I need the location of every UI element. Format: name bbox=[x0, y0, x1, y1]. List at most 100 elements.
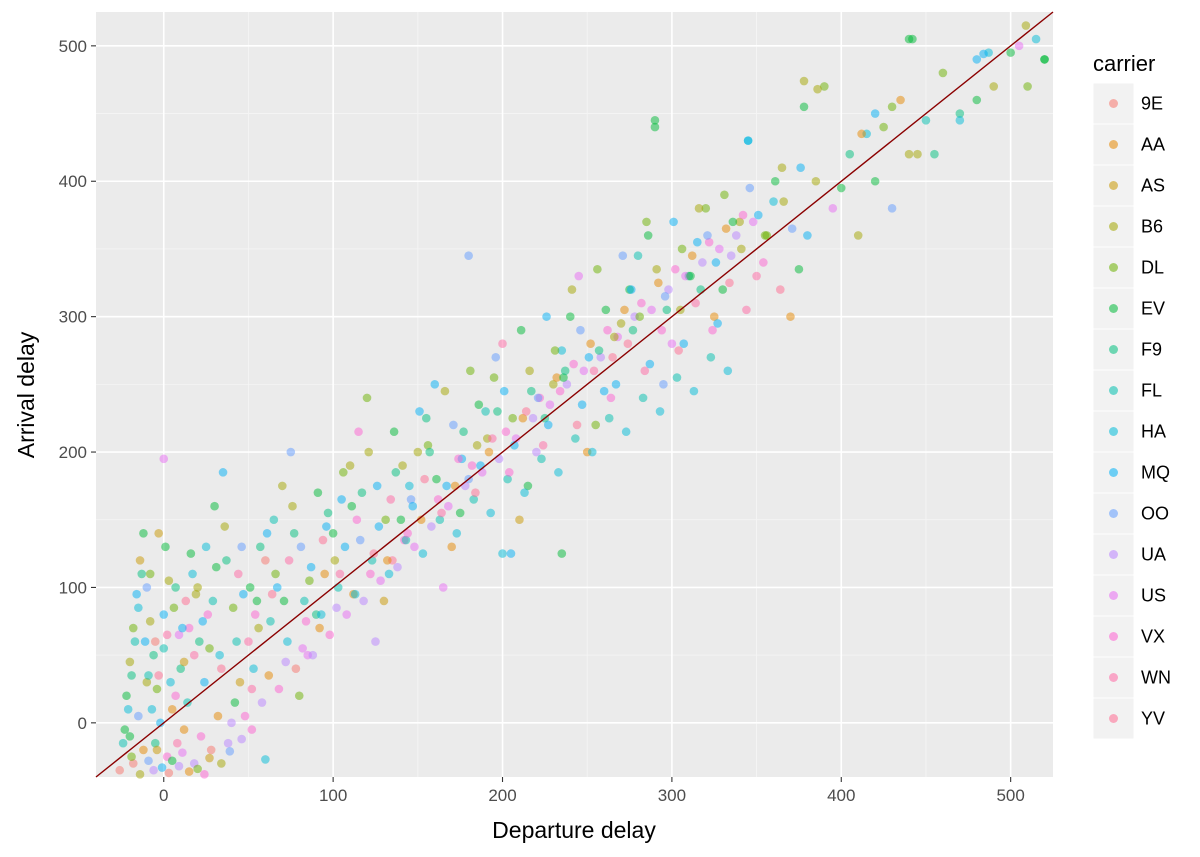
data-point bbox=[152, 684, 162, 694]
data-point bbox=[184, 623, 194, 633]
data-point bbox=[354, 427, 363, 437]
data-point bbox=[543, 420, 553, 430]
data-point bbox=[481, 407, 490, 416]
data-point bbox=[398, 461, 407, 470]
data-point bbox=[770, 176, 780, 186]
data-point bbox=[196, 732, 206, 741]
data-point bbox=[459, 427, 468, 437]
data-point bbox=[488, 434, 497, 443]
data-point bbox=[237, 542, 246, 552]
legend-key-symbol bbox=[1109, 468, 1118, 477]
data-point bbox=[178, 748, 187, 757]
data-point bbox=[118, 738, 128, 748]
legend-label: MQ bbox=[1141, 463, 1170, 483]
data-point bbox=[721, 224, 731, 233]
data-point bbox=[921, 116, 931, 125]
data-point bbox=[584, 352, 594, 362]
data-point bbox=[211, 562, 221, 572]
data-point bbox=[313, 488, 323, 497]
data-point bbox=[228, 603, 238, 613]
data-point bbox=[879, 122, 888, 132]
legend: carrier 9E AA AS B6 DL EV F9 FL HA MQ OO UA US VX WN YV bbox=[1092, 51, 1171, 740]
data-point bbox=[642, 217, 651, 227]
legend-label: VX bbox=[1141, 627, 1165, 647]
data-point bbox=[137, 569, 147, 579]
data-point bbox=[638, 393, 648, 403]
data-point bbox=[591, 420, 600, 430]
data-point bbox=[122, 691, 131, 701]
data-point bbox=[396, 515, 406, 525]
data-point bbox=[286, 447, 296, 457]
data-point bbox=[979, 49, 988, 59]
data-point bbox=[401, 535, 411, 545]
data-point bbox=[647, 305, 656, 315]
data-point bbox=[486, 508, 495, 518]
legend-key-symbol bbox=[1109, 714, 1118, 723]
data-point bbox=[731, 231, 741, 240]
data-point bbox=[283, 637, 292, 646]
data-point bbox=[245, 583, 255, 592]
data-point bbox=[193, 764, 202, 774]
y-tick-label: 0 bbox=[78, 714, 87, 733]
data-point bbox=[1040, 55, 1049, 64]
legend-label: UA bbox=[1141, 545, 1166, 565]
data-point bbox=[288, 501, 297, 511]
legend-key-symbol bbox=[1109, 427, 1118, 436]
data-point bbox=[240, 711, 250, 721]
data-point bbox=[518, 413, 528, 423]
data-point bbox=[723, 366, 733, 376]
data-point bbox=[237, 734, 246, 744]
data-point bbox=[298, 644, 307, 653]
data-point bbox=[179, 725, 189, 734]
data-point bbox=[149, 765, 158, 775]
data-point bbox=[254, 623, 263, 633]
data-point bbox=[587, 447, 597, 457]
data-point bbox=[410, 542, 419, 552]
x-axis-title: Departure delay bbox=[492, 817, 656, 843]
data-point bbox=[159, 610, 169, 619]
data-point bbox=[938, 68, 948, 78]
data-point bbox=[289, 528, 299, 538]
data-point bbox=[799, 102, 809, 112]
data-point bbox=[220, 522, 230, 531]
data-point bbox=[427, 522, 436, 531]
data-point bbox=[332, 603, 341, 613]
data-point bbox=[455, 508, 465, 518]
data-point bbox=[796, 163, 805, 173]
data-point bbox=[179, 657, 189, 667]
data-point bbox=[955, 109, 965, 118]
data-point bbox=[142, 583, 152, 592]
data-point bbox=[230, 698, 240, 707]
data-point bbox=[623, 339, 633, 349]
data-point bbox=[176, 664, 185, 673]
data-point bbox=[281, 657, 291, 667]
data-point bbox=[134, 603, 143, 613]
data-point bbox=[255, 542, 265, 552]
data-point bbox=[913, 149, 922, 159]
data-point bbox=[567, 285, 577, 294]
data-point bbox=[811, 176, 821, 186]
data-point bbox=[376, 576, 385, 585]
data-point bbox=[667, 339, 677, 349]
data-point bbox=[499, 386, 509, 396]
data-point bbox=[364, 447, 374, 457]
legend-label: WN bbox=[1141, 668, 1171, 688]
data-point bbox=[501, 427, 511, 437]
data-point bbox=[183, 698, 192, 707]
data-point bbox=[305, 576, 314, 585]
data-point bbox=[205, 753, 214, 763]
data-point bbox=[520, 488, 529, 497]
data-point bbox=[386, 495, 396, 504]
data-point bbox=[493, 407, 502, 416]
data-point bbox=[576, 325, 585, 335]
legend-label: F9 bbox=[1141, 340, 1162, 360]
data-point bbox=[318, 535, 328, 545]
data-point bbox=[152, 745, 162, 755]
data-point bbox=[694, 204, 704, 213]
data-point bbox=[472, 440, 482, 450]
data-point bbox=[828, 204, 838, 213]
data-point bbox=[737, 244, 746, 254]
legend-key-symbol bbox=[1109, 550, 1118, 559]
data-point bbox=[418, 549, 428, 558]
data-point bbox=[474, 400, 484, 409]
